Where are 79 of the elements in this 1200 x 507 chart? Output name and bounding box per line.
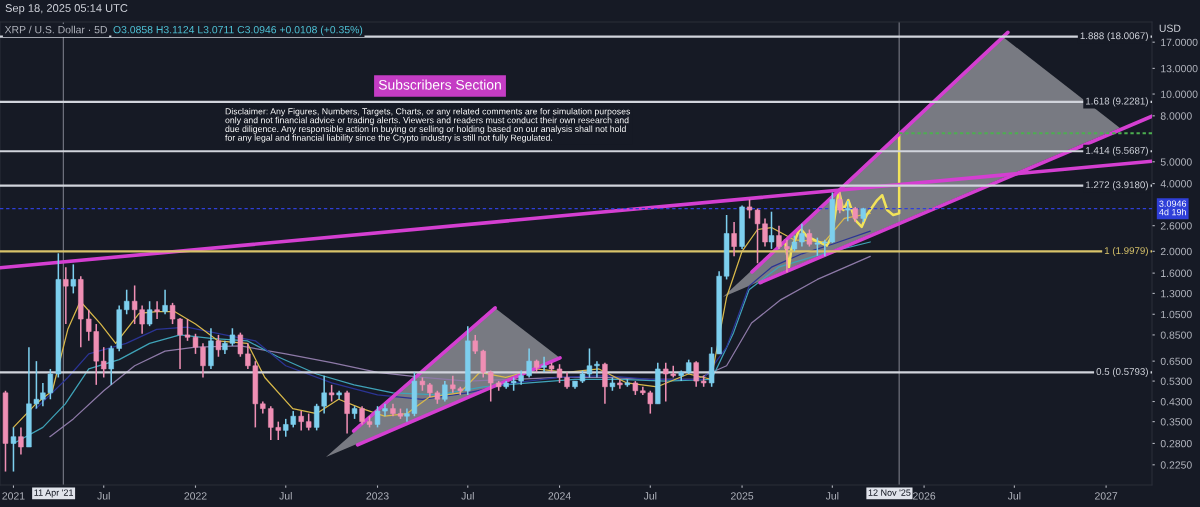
candlestick bbox=[602, 361, 608, 405]
x-tick-label: 2022 bbox=[184, 492, 207, 500]
y-tick-label: 0.6500 bbox=[1160, 357, 1192, 366]
candlestick bbox=[799, 223, 805, 248]
x-tick-label: Jul bbox=[643, 491, 657, 500]
ref-line-label: 12 Nov '25 bbox=[868, 489, 911, 496]
x-tick-label: Jul bbox=[1007, 491, 1021, 500]
ref-line-label: 11 Apr '21 bbox=[34, 489, 74, 498]
candlestick bbox=[541, 355, 547, 374]
x-tick-label: Jul bbox=[461, 491, 474, 500]
y-tick-label: 0.3500 bbox=[1160, 418, 1192, 426]
y-tick-label: 0.2250 bbox=[1160, 461, 1192, 469]
candlestick bbox=[837, 191, 843, 215]
y-tick-label: 8.0000 bbox=[1160, 112, 1192, 120]
candlestick bbox=[693, 360, 699, 388]
candlestick bbox=[472, 334, 478, 355]
annotation: Subscribers Section bbox=[378, 79, 501, 90]
y-tick-label: 17.0000 bbox=[1161, 38, 1198, 47]
ref-line-label: 0.5 (0.5793) bbox=[1096, 367, 1148, 377]
candlestick bbox=[480, 349, 486, 379]
candlestick bbox=[298, 410, 304, 432]
x-tick-label: 2025 bbox=[731, 492, 754, 500]
ref-line-label: 1 (1.9979) bbox=[1104, 246, 1148, 256]
y-tick-label: 2.6000 bbox=[1160, 222, 1192, 230]
y-tick-label: 0.4300 bbox=[1160, 398, 1192, 406]
candlestick bbox=[124, 288, 130, 316]
annotation: Disclaimer: Any Figures, Numbers, Targets, Charts, or any related comments are for simulation purposes only and not financial advice or trading alerts. Viewers and readers must conduct their own research and due diligence. Any responsible action in buying or selling or holding based on our analysis shall not hold for any legal and financial liability since the Crypto industry is still not fully Regulated. bbox=[225, 108, 631, 143]
candlestick bbox=[768, 210, 775, 250]
candlestick bbox=[488, 369, 494, 403]
x-tick-label: Jul bbox=[97, 491, 110, 500]
candlestick bbox=[18, 426, 24, 456]
candlestick bbox=[63, 266, 69, 325]
y-tick-label: 0.8500 bbox=[1160, 331, 1192, 339]
candlestick bbox=[108, 345, 114, 386]
y-tick-label: 2.0000 bbox=[1160, 247, 1192, 256]
y-tick-label: 1.6000 bbox=[1161, 269, 1192, 277]
y-tick-label: 1.0500 bbox=[1161, 310, 1192, 319]
candlestick bbox=[101, 346, 107, 379]
x-tick-label: Jul bbox=[279, 491, 292, 500]
ref-line-label: 1.272 (3.9180) bbox=[1086, 181, 1148, 191]
candlestick bbox=[776, 224, 782, 250]
y-tick-label: 10.0000 bbox=[1161, 90, 1198, 98]
candlestick bbox=[784, 239, 790, 274]
candlestick bbox=[154, 300, 160, 320]
candlestick bbox=[215, 334, 222, 358]
ref-line-label: 1.618 (9.2281) bbox=[1086, 97, 1148, 107]
y-tick-label: 1.3000 bbox=[1161, 289, 1192, 298]
y-axis-title: USD bbox=[1159, 24, 1181, 32]
x-tick-label: 2023 bbox=[366, 492, 389, 500]
y-tick-label: 0.5300 bbox=[1160, 377, 1192, 385]
text: Sep 18, 2025 05:14 UTC bbox=[5, 4, 128, 15]
y-tick-label: 0.2800 bbox=[1160, 439, 1192, 448]
candlestick bbox=[442, 380, 448, 403]
chart-title: XRP / U.S. Dollar · 5D bbox=[4, 25, 107, 34]
ref-line-label: 3.0946 4d 19h bbox=[1159, 200, 1187, 216]
candlestick bbox=[70, 263, 76, 295]
candlestick bbox=[731, 221, 737, 258]
ref-line-label: 1.888 (18.0067) bbox=[1080, 32, 1148, 42]
candlestick bbox=[237, 331, 244, 358]
x-tick-label: 2024 bbox=[548, 492, 571, 500]
candlestick bbox=[162, 288, 168, 316]
x-tick-label: 2026 bbox=[913, 492, 936, 500]
candlestick bbox=[814, 236, 821, 257]
candlestick bbox=[10, 426, 17, 473]
candlestick bbox=[617, 378, 623, 390]
candlestick bbox=[845, 200, 851, 223]
chart-subtitle: O3.0858 H3.1124 L3.0711 C3.0946 +0.0108 (+0.35%) bbox=[113, 25, 363, 36]
candlestick bbox=[146, 300, 153, 327]
candlestick bbox=[526, 347, 532, 379]
y-tick-label: 5.0000 bbox=[1160, 158, 1192, 166]
x-tick-label: 2021 bbox=[2, 492, 25, 500]
line-series bbox=[12, 212, 871, 429]
x-tick-label: 2027 bbox=[1095, 492, 1118, 500]
line-series bbox=[35, 230, 871, 410]
ref-line-label: 1.414 (5.5687) bbox=[1086, 146, 1148, 156]
candlestick bbox=[344, 390, 350, 435]
x-tick-label: Jul bbox=[825, 491, 839, 500]
y-tick-label: 13.0000 bbox=[1161, 64, 1198, 73]
y-tick-label: 4.0000 bbox=[1160, 180, 1192, 188]
